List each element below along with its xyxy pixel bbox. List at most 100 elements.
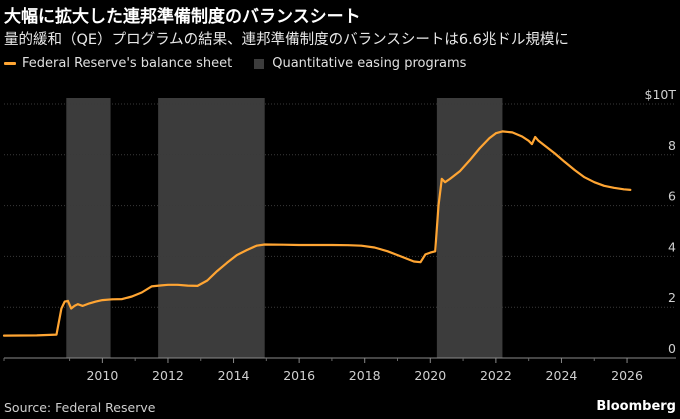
data-point [150,285,153,288]
source-note: Source: Federal Reserve [4,400,156,415]
data-point [424,253,427,256]
data-point [176,283,179,286]
data-point [347,244,350,247]
data-point [531,143,533,146]
data-point [298,244,301,246]
y-tick-label-0: 0 [668,341,676,356]
qe-band-3 [436,98,503,358]
data-point [314,244,317,246]
data-point [554,152,556,155]
x-tick-label-2020: 2020 [414,368,446,383]
data-point [263,243,266,246]
y-axis-ticks: 0 2 4 6 8 $10T [645,87,677,356]
y-tick-label-2: 2 [668,290,676,305]
data-point [440,178,443,180]
legend-item-qe: Quantitative easing programs [254,56,466,71]
grid-lines [4,103,676,308]
data-point [449,178,451,180]
qe-band-2 [158,98,265,358]
legend: Federal Reserve's balance sheet Quantita… [4,56,488,71]
data-point [235,254,238,257]
legend-item-balance-sheet: Federal Reserve's balance sheet [4,56,232,71]
legend-line-swatch [4,62,16,65]
data-point [94,300,97,303]
x-tick-label-2024: 2024 [546,368,578,383]
x-tick-label-2018: 2018 [349,368,381,383]
data-point [494,132,497,135]
data-point [88,302,91,305]
data-point [226,261,228,264]
data-point [373,246,376,249]
data-point [527,139,530,142]
data-point [140,291,143,294]
data-point [67,299,69,302]
data-point [412,260,415,263]
data-point [76,303,79,306]
data-point [534,136,537,138]
data-point [55,333,58,336]
data-point [331,244,333,246]
data-point [434,250,437,253]
series-group [2,130,632,337]
data-point [130,295,133,298]
legend-label-balance-sheet: Federal Reserve's balance sheet [22,56,233,71]
data-point [186,284,189,287]
data-point [603,184,605,187]
legend-band-swatch [254,58,265,69]
data-point [196,284,199,287]
data-point [593,181,596,184]
x-tick-label-2010: 2010 [86,368,118,383]
data-point [121,298,123,300]
data-point [101,299,104,301]
series-line-balance-sheet [2,130,632,337]
data-point [458,170,461,173]
x-tick-label-2022: 2022 [480,368,512,383]
data-point [386,250,389,253]
data-point [111,298,114,301]
data-point [206,279,209,282]
x-tick-label-2014: 2014 [218,368,250,383]
data-point [73,305,76,307]
y-tick-label-8: 8 [668,138,676,153]
y-tick-label-10: $10T [645,87,677,102]
data-point [501,130,504,133]
data-point [613,186,615,189]
data-point [537,139,540,142]
data-point [167,283,169,286]
y-tick-label-4: 4 [668,239,676,254]
data-point [429,251,432,254]
data-point [583,176,586,179]
data-point [468,159,471,162]
data-point [563,161,566,163]
data-point [488,137,491,140]
data-point [216,270,219,273]
data-point [160,284,163,287]
data-point [255,244,258,247]
data-point [511,131,514,134]
x-tick-label-2026: 2026 [611,368,643,383]
data-point [399,255,402,258]
data-point [360,244,363,247]
x-axis: 2010 2012 2014 2016 2018 2020 2022 2024 2026 [3,357,676,383]
qe-band-1 [66,98,111,358]
chart-title: 大幅に拡大した連邦準備制度のバランスシート [4,7,361,27]
legend-label-qe: Quantitative easing programs [272,56,467,71]
data-point [622,188,625,191]
data-point [281,243,284,246]
data-point [521,135,524,138]
y-tick-label-6: 6 [668,189,676,204]
data-point [444,181,446,184]
data-point [63,300,66,303]
data-point [81,305,84,307]
data-point [544,145,546,147]
x-tick-label-2016: 2016 [283,368,315,383]
data-point [419,261,422,264]
data-point [245,249,248,251]
data-point [573,169,576,171]
data-point [35,334,38,337]
data-point [437,204,440,207]
data-point [60,307,63,310]
x-tick-label-2012: 2012 [152,368,184,383]
data-point [3,334,5,337]
